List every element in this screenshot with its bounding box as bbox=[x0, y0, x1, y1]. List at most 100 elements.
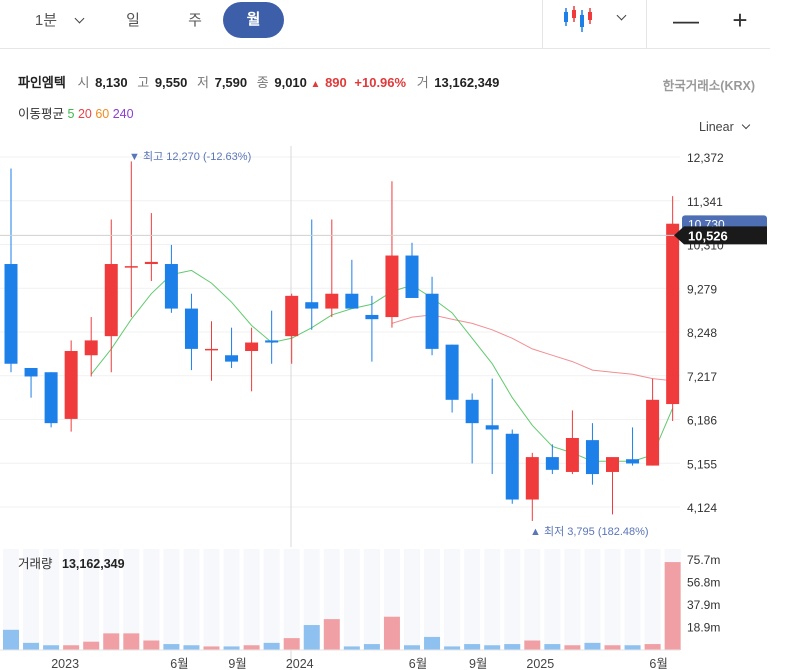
volume-bar bbox=[123, 633, 140, 650]
volume-column-bg bbox=[143, 549, 160, 650]
volume-bar bbox=[604, 645, 621, 650]
volume-column-bg bbox=[464, 549, 481, 650]
exchange-name: 한국거래소(KRX) bbox=[662, 79, 755, 93]
candlestick-icon[interactable] bbox=[562, 4, 594, 34]
volume-bar bbox=[303, 625, 320, 650]
interval-label: 1분 bbox=[34, 12, 58, 29]
volume-column-bg bbox=[3, 549, 19, 650]
candle-body bbox=[505, 433, 519, 500]
volume-column-bg bbox=[343, 549, 360, 650]
volume-column-bg bbox=[524, 549, 541, 650]
candle-body bbox=[365, 314, 379, 320]
tab-monthly[interactable]: 월 bbox=[223, 2, 284, 38]
candle-body bbox=[666, 223, 680, 405]
stock-info: 파인엠텍 시 8,130 고 9,550 저 7,590 종 9,010 ▲ 8… bbox=[18, 72, 501, 91]
volume-bar bbox=[504, 644, 521, 650]
candle-body bbox=[565, 438, 579, 472]
x-axis-label: 9월 bbox=[469, 657, 487, 670]
volume-tick-label: 18.9m bbox=[687, 621, 720, 635]
open-value: 8,130 bbox=[95, 75, 128, 90]
candle-body bbox=[205, 348, 218, 351]
candle-body bbox=[305, 302, 319, 309]
y-tick-label: 12,372 bbox=[687, 151, 724, 165]
volume-column-bg bbox=[83, 549, 100, 650]
candle-body bbox=[84, 340, 98, 356]
candle-body bbox=[385, 255, 399, 318]
ma-240: 240 bbox=[112, 107, 134, 121]
y-tick-label: 5,155 bbox=[687, 457, 717, 471]
volume-bar bbox=[383, 616, 400, 650]
volume-column-bg bbox=[163, 549, 180, 650]
volume-tick-label: 75.7m bbox=[687, 553, 720, 567]
scale-label: Linear bbox=[699, 120, 734, 134]
volume-bar bbox=[484, 645, 501, 650]
stock-name: 파인엠텍 bbox=[18, 75, 66, 90]
x-axis-label: 6월 bbox=[649, 657, 667, 670]
candle-body bbox=[265, 340, 279, 343]
volume-bar bbox=[83, 641, 100, 650]
chevron-down-icon[interactable] bbox=[74, 13, 85, 24]
interval-dropdown[interactable]: 1분 bbox=[30, 0, 62, 42]
candle-body bbox=[465, 399, 479, 424]
volume-column-bg bbox=[303, 549, 320, 650]
candle-body bbox=[606, 457, 619, 472]
volume-bar bbox=[664, 562, 681, 650]
up-arrow-icon: ▲ bbox=[310, 79, 321, 90]
chevron-down-icon bbox=[741, 120, 751, 130]
tab-weekly[interactable]: 주 bbox=[188, 12, 202, 29]
y-tick-label: 8,248 bbox=[687, 326, 717, 340]
ma20-line bbox=[391, 314, 673, 382]
high-label: 고 bbox=[137, 75, 150, 90]
low-value: 7,590 bbox=[214, 75, 248, 90]
volume-bar bbox=[243, 645, 260, 650]
volume-column-bg bbox=[504, 549, 521, 650]
volume-column-bg bbox=[23, 549, 40, 650]
ma-5: 5 bbox=[67, 107, 75, 121]
x-axis-label: 2024 bbox=[286, 657, 314, 670]
price-chart[interactable]: 12,37211,34110,3109,2798,2487,2176,1865,… bbox=[0, 140, 787, 670]
change-percent: +10.96% bbox=[354, 75, 407, 90]
candle-body bbox=[24, 367, 38, 377]
candle-body bbox=[44, 372, 58, 424]
zoom-in-button[interactable]: + bbox=[725, 6, 755, 36]
volume-title: 거래량 bbox=[18, 557, 53, 571]
plus-icon: + bbox=[732, 5, 748, 35]
candle-body bbox=[245, 342, 259, 352]
scale-dropdown[interactable]: Linear bbox=[699, 120, 751, 134]
volume-latest: 13,162,349 bbox=[62, 557, 125, 571]
volume-bar bbox=[644, 644, 661, 650]
y-tick-label: 9,279 bbox=[687, 282, 717, 296]
volume-column-bg bbox=[103, 549, 120, 650]
ma5-line bbox=[90, 269, 674, 462]
current-price-label: 10,526 bbox=[688, 228, 728, 243]
candle-body bbox=[64, 351, 78, 419]
ma-label: 이동평균 bbox=[18, 107, 65, 121]
x-axis-label: 6월 bbox=[409, 657, 427, 670]
low-annotation: ▲ 최저 3,795 (182.48%) bbox=[530, 525, 649, 538]
volume-bar bbox=[183, 645, 200, 650]
high-value: 9,550 bbox=[154, 75, 188, 90]
candle-body bbox=[144, 261, 158, 265]
volume-column-bg bbox=[604, 549, 621, 650]
volume-column-bg bbox=[484, 549, 501, 650]
moving-average-legend[interactable]: 이동평균 5 20 60 240 bbox=[18, 103, 134, 122]
candle-body bbox=[425, 293, 439, 349]
zoom-out-button[interactable]: — bbox=[671, 6, 701, 36]
volume-column-bg bbox=[63, 549, 80, 650]
chart-type-chevron-icon[interactable] bbox=[616, 10, 627, 21]
volume-bar bbox=[323, 619, 340, 650]
volume-column-bg bbox=[123, 549, 140, 650]
current-price-tag bbox=[674, 226, 767, 245]
volume-column-bg bbox=[444, 549, 461, 650]
volume-bar bbox=[63, 645, 80, 650]
volume-column-bg bbox=[584, 549, 601, 650]
volume-column-bg bbox=[203, 549, 220, 650]
y-tick-label: 7,217 bbox=[687, 370, 717, 384]
tab-daily[interactable]: 일 bbox=[126, 12, 140, 29]
candle-body bbox=[104, 264, 118, 337]
volume-column-bg bbox=[183, 549, 200, 650]
volume-bar bbox=[3, 629, 19, 650]
ma-20: 20 bbox=[77, 107, 92, 121]
x-axis-label: 2023 bbox=[51, 657, 79, 670]
minus-icon: — bbox=[673, 5, 699, 35]
